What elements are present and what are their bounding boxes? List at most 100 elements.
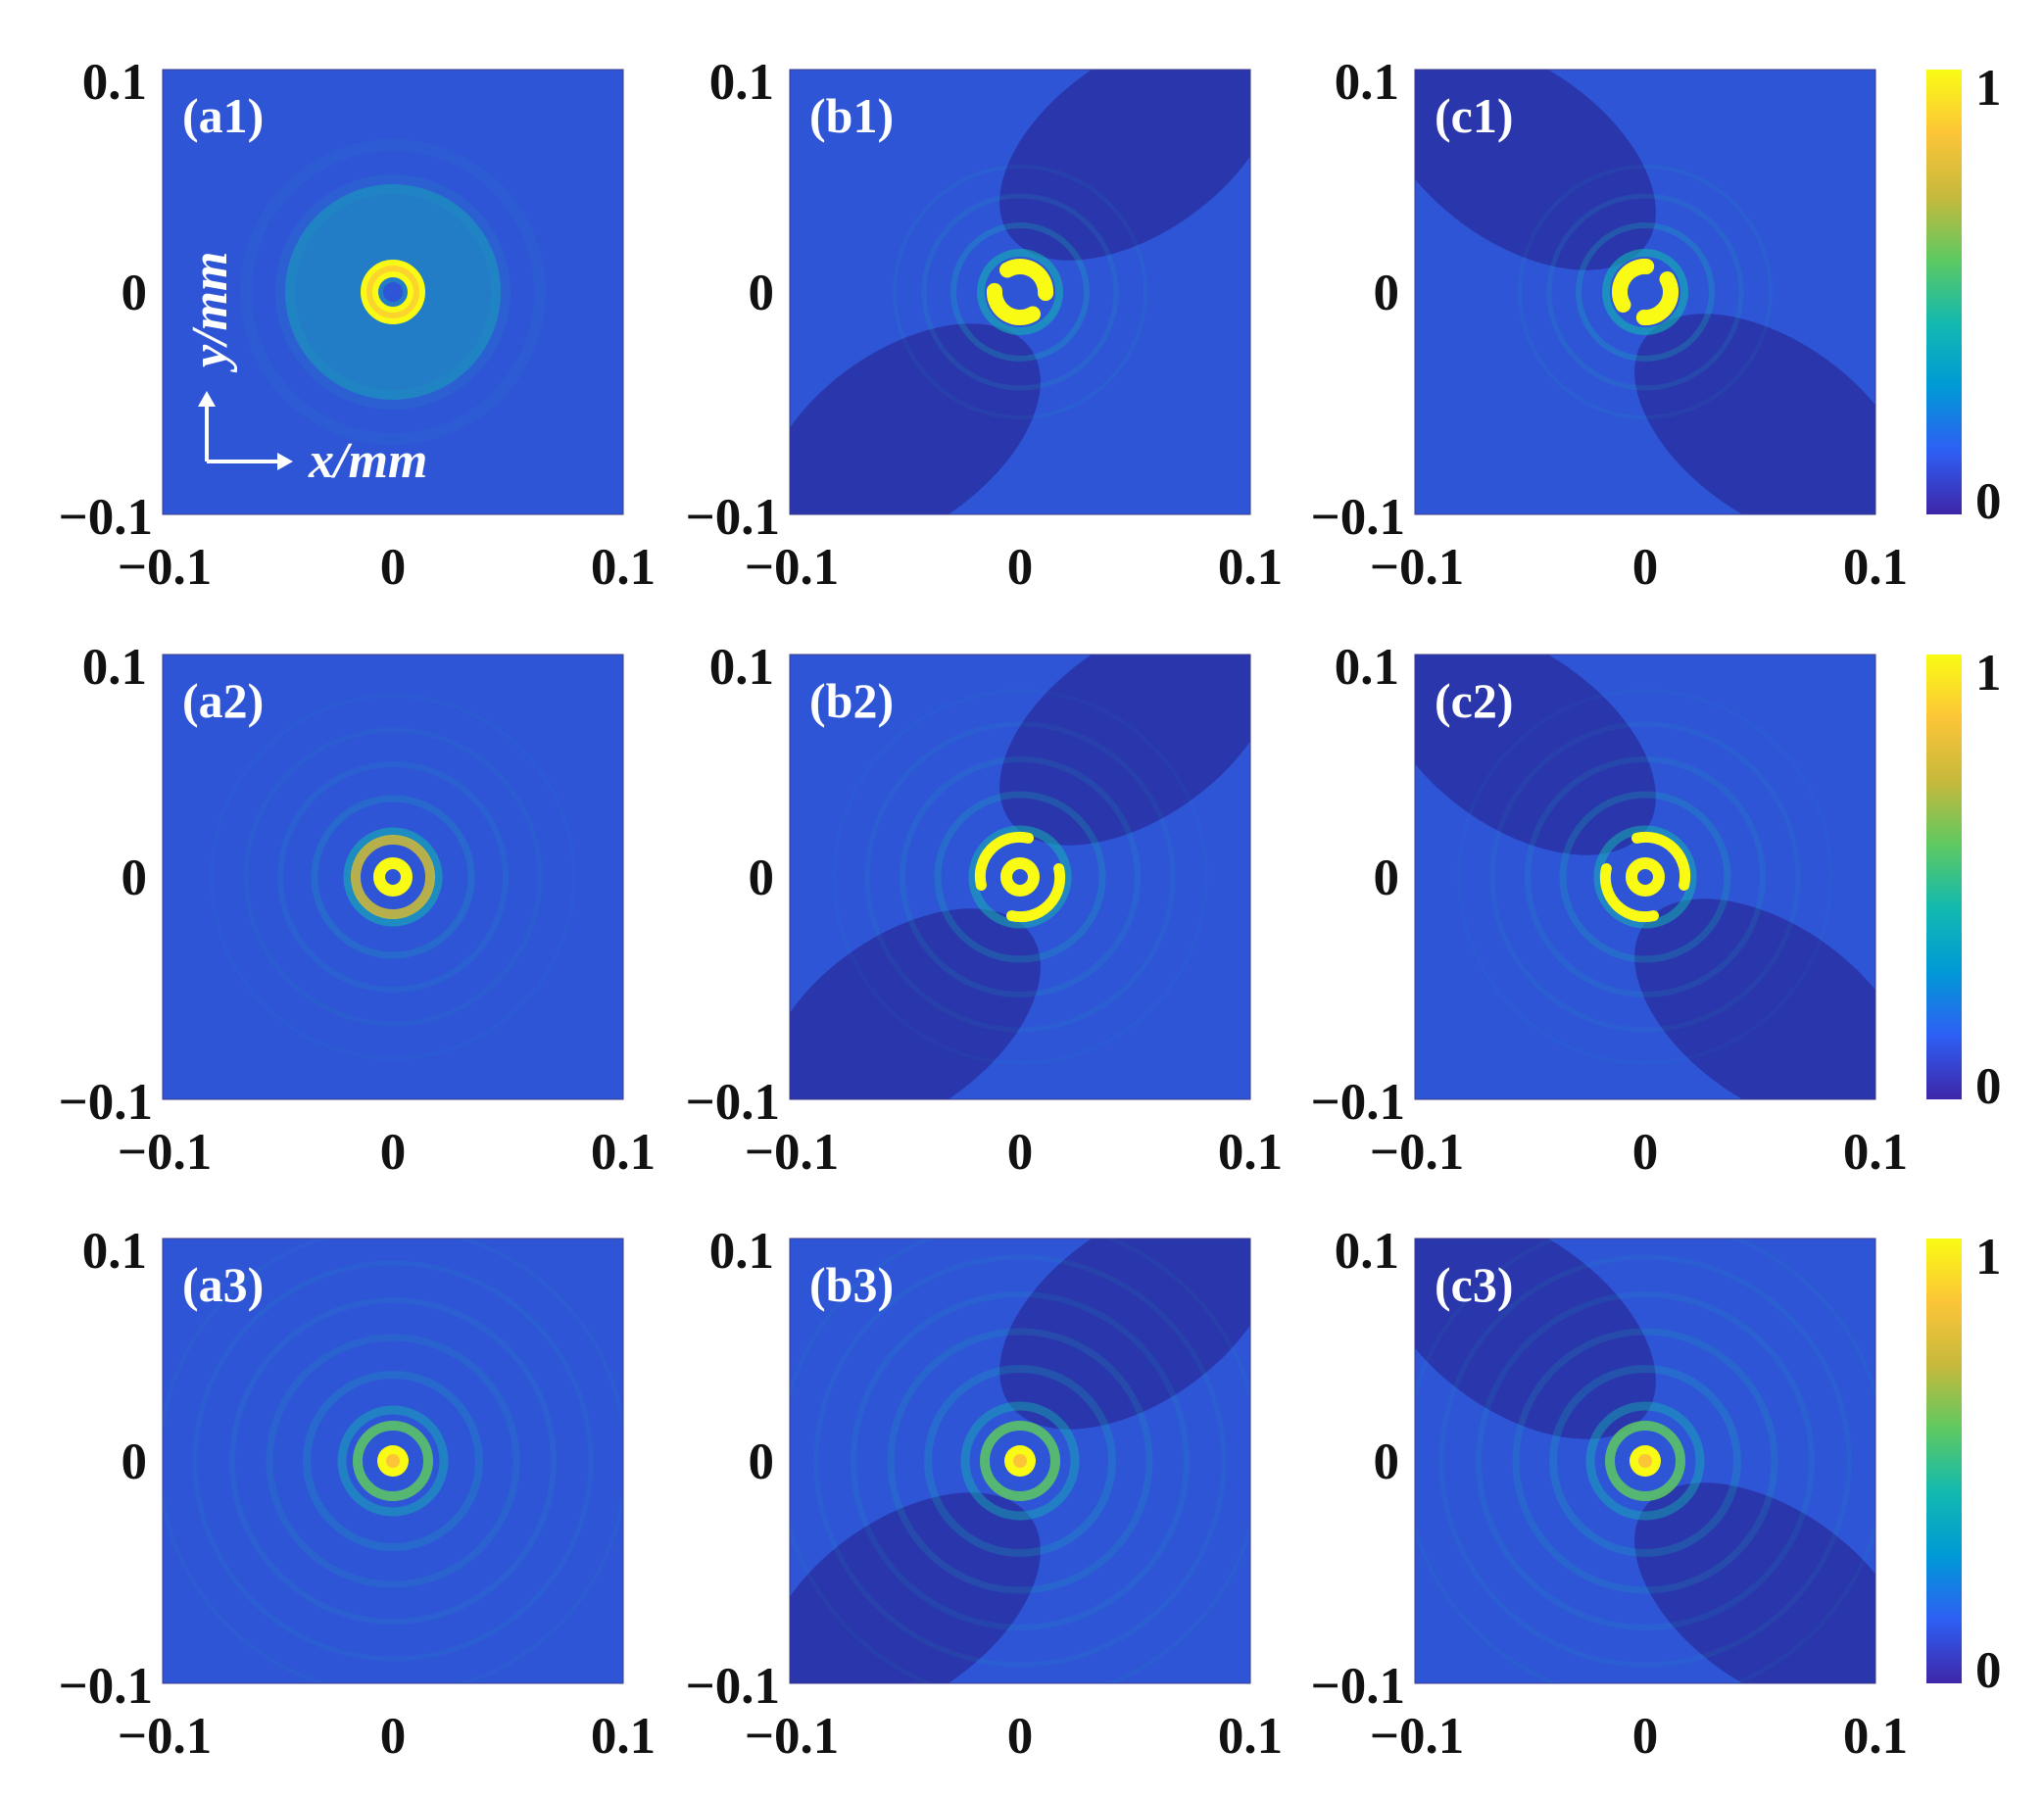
panel-label: (c1) — [1435, 88, 1514, 143]
x-tick-label: 0 — [380, 1708, 407, 1765]
y-tick-label: 0 — [1374, 1433, 1400, 1490]
dark-lobe — [1415, 1238, 1656, 1439]
x-tick-label: −0.1 — [745, 539, 839, 596]
y-tick-label: −0.1 — [686, 1074, 780, 1131]
intensity-ring — [1518, 165, 1773, 419]
bright-arc — [1635, 271, 1679, 326]
intensity-ring — [192, 1260, 594, 1662]
intensity-ring — [887, 1328, 1153, 1594]
dark-lobe — [999, 70, 1250, 261]
axes-frame — [162, 69, 624, 515]
panel-label: (a2) — [182, 673, 264, 728]
panel-label: (b3) — [809, 1257, 894, 1312]
dark-lobe — [790, 1492, 1041, 1683]
intensity-map — [210, 694, 576, 1060]
intensity-ring — [968, 825, 1072, 929]
x-tick-label: 0 — [1632, 539, 1659, 596]
x-tick-label: 0 — [1007, 1708, 1034, 1765]
intensity-ring — [229, 1297, 557, 1625]
intensity-map — [240, 139, 546, 445]
x-tick-label: −0.1 — [745, 1708, 839, 1765]
intensity-ring — [934, 791, 1106, 963]
intensity-ring — [1476, 1291, 1815, 1630]
x-tick-label: 0.1 — [1218, 539, 1283, 596]
x-tick-label: 0.1 — [591, 1708, 656, 1765]
x-tick-label: 0 — [1007, 539, 1034, 596]
panel-label: (c3) — [1435, 1257, 1514, 1312]
x-tick-label: −0.1 — [118, 539, 212, 596]
y-tick-label: 0 — [1374, 265, 1400, 321]
colorbar-tick-label: 0 — [1975, 473, 2002, 530]
x-tick-label: −0.1 — [118, 1124, 212, 1181]
intensity-ring — [337, 1405, 449, 1517]
y-tick-label: −0.1 — [1311, 489, 1405, 546]
bright-arc — [974, 831, 1034, 891]
intensity-map — [1415, 1238, 1875, 1683]
second-ring — [351, 835, 435, 919]
x-tick-label: −0.1 — [1370, 539, 1464, 596]
y-tick-label: 0 — [122, 265, 148, 321]
x-tick-label: 0 — [1007, 1124, 1034, 1181]
intensity-ring — [851, 1291, 1190, 1630]
x-tick-label: 0 — [1632, 1124, 1659, 1181]
intensity-ring — [1438, 1254, 1852, 1668]
intensity-ring — [303, 1371, 483, 1551]
intensity-ring — [924, 1365, 1116, 1557]
plot-area — [163, 655, 623, 1099]
dark-lobe — [790, 908, 1041, 1099]
bright-arc — [1631, 831, 1691, 891]
y-tick-label: 0.1 — [82, 639, 147, 696]
y-tick-label: −0.1 — [1311, 1074, 1405, 1131]
x-tick-label: 0.1 — [591, 1124, 656, 1181]
x-tick-label: −0.1 — [1370, 1708, 1464, 1765]
x-tick-label: 0 — [380, 1124, 407, 1181]
second-ring — [980, 1421, 1060, 1501]
split-arcs — [1599, 831, 1691, 923]
x-axis-label: x/mm — [308, 433, 427, 489]
intensity-map — [1415, 70, 1875, 514]
intensity-ring — [1593, 825, 1697, 929]
intensity-ring — [1559, 791, 1731, 963]
axes-frame — [789, 69, 1251, 515]
y-tick-label: 0 — [749, 850, 775, 906]
y-tick-label: 0 — [122, 850, 148, 906]
intensity-ring — [977, 249, 1063, 335]
panel-b2: 0.1 0 −0.1−0.1 0 0.1 (b2) — [686, 639, 1284, 1181]
dark-lobe — [999, 655, 1250, 846]
bright-arc — [999, 259, 1054, 302]
intensity-ring — [813, 1254, 1227, 1668]
intensity-ring — [266, 1334, 520, 1588]
bright-arc — [1006, 863, 1066, 923]
central-core — [1638, 1454, 1652, 1468]
panel-label: (a1) — [182, 88, 264, 143]
x-arrow-head — [277, 453, 293, 470]
intensity-ring — [1546, 193, 1744, 391]
dark-lobe — [1415, 70, 1656, 270]
y-tick-label: 0.1 — [1335, 1223, 1399, 1280]
intensity-ring — [950, 222, 1090, 362]
colorbar-tick-label: 0 — [1975, 1058, 2002, 1115]
panel-label: (b2) — [809, 673, 894, 728]
bright-arc — [986, 282, 1041, 325]
y-tick-label: 0.1 — [82, 54, 147, 111]
x-tick-label: 0.1 — [1218, 1708, 1283, 1765]
panel-label: (a3) — [182, 1257, 264, 1312]
y-tick-label: 0 — [1374, 850, 1400, 906]
y-tick-label: 0 — [749, 1433, 775, 1490]
x-tick-label: 0.1 — [1843, 539, 1908, 596]
intensity-ring — [832, 689, 1208, 1065]
panel-label: (b1) — [809, 88, 894, 143]
split-lobes — [1612, 258, 1679, 326]
colorbar-tick-label: 1 — [1975, 60, 2002, 117]
y-tick-label: −0.1 — [59, 489, 153, 546]
y-tick-label: 0.1 — [709, 54, 774, 111]
y-tick-label: −0.1 — [59, 1658, 153, 1715]
dark-lobe — [790, 323, 1041, 514]
panel-c3: 0.1 0 −0.1−0.1 0 0.1 (c3) — [1311, 1223, 1909, 1765]
y-arrow-head — [198, 391, 216, 407]
y-tick-label: 0.1 — [1335, 639, 1399, 696]
intensity-ring — [1585, 1401, 1705, 1521]
intensity-map — [790, 70, 1250, 514]
